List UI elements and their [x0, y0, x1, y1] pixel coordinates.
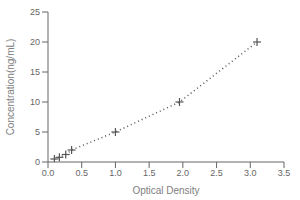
svg-text:1.0: 1.0: [109, 168, 122, 178]
svg-text:3.5: 3.5: [278, 168, 291, 178]
svg-text:15: 15: [30, 67, 40, 77]
svg-text:2.0: 2.0: [177, 168, 190, 178]
svg-text:Concentration(ng/mL): Concentration(ng/mL): [8, 39, 16, 136]
svg-text:0.0: 0.0: [42, 168, 55, 178]
svg-text:1.5: 1.5: [143, 168, 156, 178]
svg-text:10: 10: [30, 97, 40, 107]
svg-text:3.0: 3.0: [244, 168, 257, 178]
svg-text:2.5: 2.5: [210, 168, 223, 178]
svg-text:0: 0: [35, 157, 40, 167]
svg-text:Optical Density: Optical Density: [132, 185, 199, 196]
svg-text:5: 5: [35, 127, 40, 137]
svg-text:0.5: 0.5: [75, 168, 88, 178]
svg-text:25: 25: [30, 7, 40, 17]
svg-text:20: 20: [30, 37, 40, 47]
